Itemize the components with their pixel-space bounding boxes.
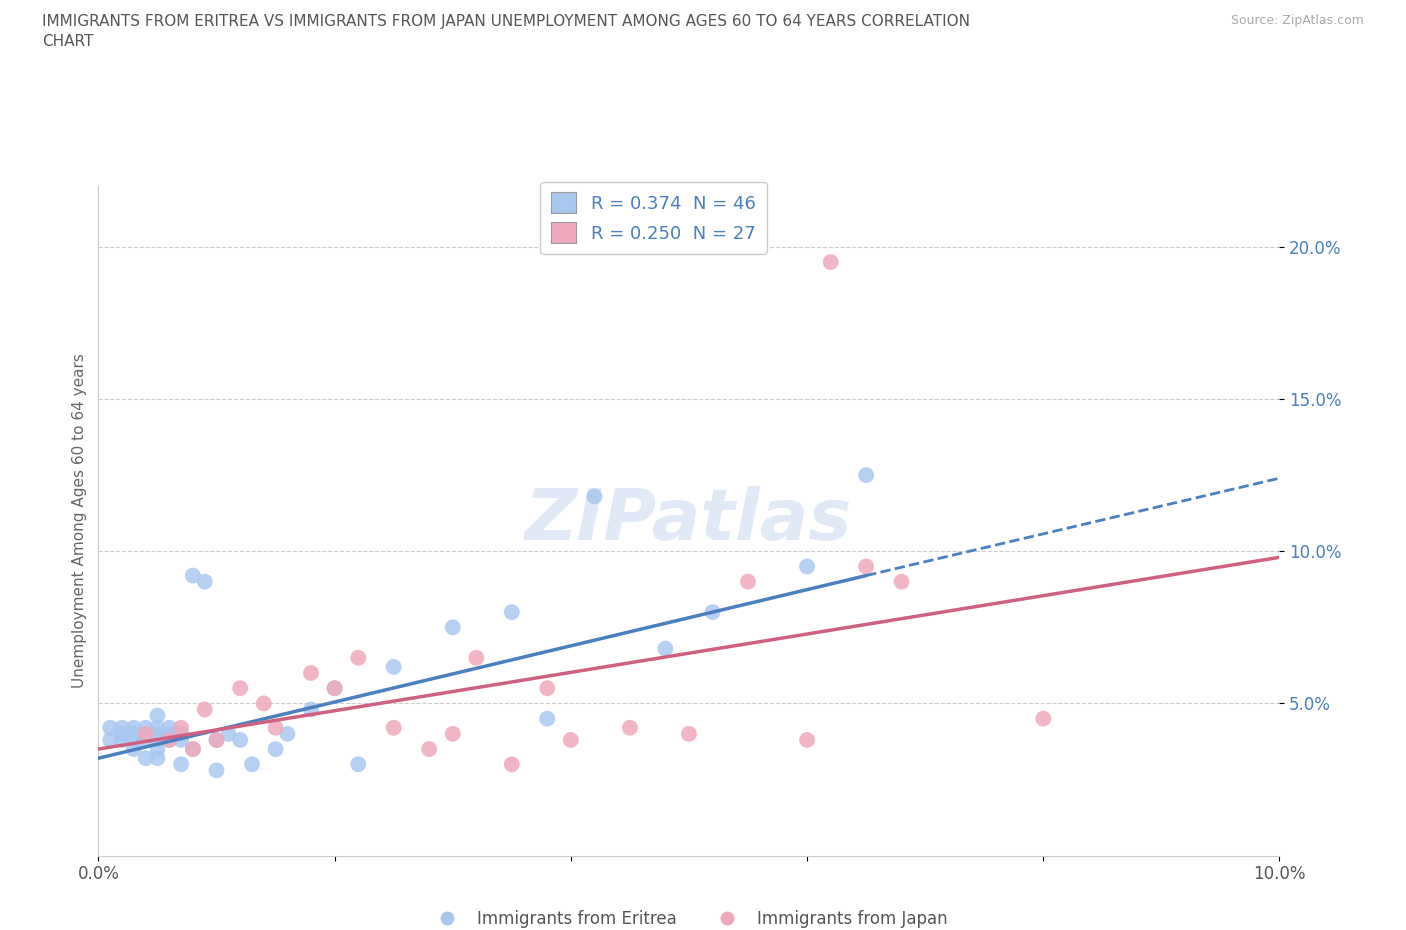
Point xyxy=(299,702,322,717)
Point xyxy=(678,726,700,741)
Point xyxy=(111,721,134,736)
Y-axis label: Unemployment Among Ages 60 to 64 years: Unemployment Among Ages 60 to 64 years xyxy=(72,353,87,688)
Point xyxy=(146,708,169,723)
Point xyxy=(264,741,287,756)
Point xyxy=(194,702,217,717)
Point xyxy=(820,255,842,270)
Point xyxy=(170,726,193,741)
Point xyxy=(111,733,134,748)
Point xyxy=(122,733,145,748)
Point xyxy=(382,721,405,736)
Point xyxy=(135,733,157,748)
Point xyxy=(347,757,370,772)
Point xyxy=(205,733,228,748)
Point xyxy=(441,726,464,741)
Point xyxy=(465,650,488,665)
Point xyxy=(98,733,121,748)
Point xyxy=(205,733,228,748)
Point xyxy=(170,757,193,772)
Point xyxy=(536,711,558,726)
Point xyxy=(146,741,169,756)
Point xyxy=(737,574,759,589)
Point xyxy=(418,741,440,756)
Point xyxy=(157,726,180,741)
Text: IMMIGRANTS FROM ERITREA VS IMMIGRANTS FROM JAPAN UNEMPLOYMENT AMONG AGES 60 TO 6: IMMIGRANTS FROM ERITREA VS IMMIGRANTS FR… xyxy=(42,14,970,48)
Point xyxy=(347,650,370,665)
Point xyxy=(146,721,169,736)
Point xyxy=(441,620,464,635)
Point xyxy=(194,574,217,589)
Text: ZIPatlas: ZIPatlas xyxy=(526,486,852,555)
Point xyxy=(135,726,157,741)
Point xyxy=(299,666,322,681)
Point xyxy=(890,574,912,589)
Point xyxy=(229,733,252,748)
Point xyxy=(654,641,676,656)
Point xyxy=(146,733,169,748)
Point xyxy=(181,741,204,756)
Point xyxy=(264,721,287,736)
Point xyxy=(1032,711,1054,726)
Point xyxy=(855,559,877,574)
Point xyxy=(181,568,204,583)
Point xyxy=(323,681,346,696)
Point xyxy=(146,726,169,741)
Point xyxy=(122,726,145,741)
Point xyxy=(323,681,346,696)
Point xyxy=(122,721,145,736)
Text: Source: ZipAtlas.com: Source: ZipAtlas.com xyxy=(1230,14,1364,27)
Point xyxy=(170,733,193,748)
Point xyxy=(157,733,180,748)
Point xyxy=(501,604,523,619)
Point xyxy=(501,757,523,772)
Point xyxy=(229,681,252,696)
Point xyxy=(796,733,818,748)
Point xyxy=(253,696,276,711)
Point xyxy=(560,733,582,748)
Point xyxy=(181,741,204,756)
Point xyxy=(619,721,641,736)
Point xyxy=(146,751,169,765)
Point xyxy=(276,726,298,741)
Legend: Immigrants from Eritrea, Immigrants from Japan: Immigrants from Eritrea, Immigrants from… xyxy=(423,903,955,930)
Point xyxy=(98,721,121,736)
Point xyxy=(170,721,193,736)
Point xyxy=(135,751,157,765)
Point xyxy=(536,681,558,696)
Point xyxy=(157,733,180,748)
Point xyxy=(217,726,239,741)
Point xyxy=(796,559,818,574)
Point xyxy=(702,604,724,619)
Point xyxy=(382,659,405,674)
Point xyxy=(855,468,877,483)
Point xyxy=(111,726,134,741)
Point xyxy=(205,763,228,777)
Point xyxy=(157,721,180,736)
Point xyxy=(583,489,606,504)
Point xyxy=(135,721,157,736)
Point xyxy=(122,741,145,756)
Point xyxy=(240,757,263,772)
